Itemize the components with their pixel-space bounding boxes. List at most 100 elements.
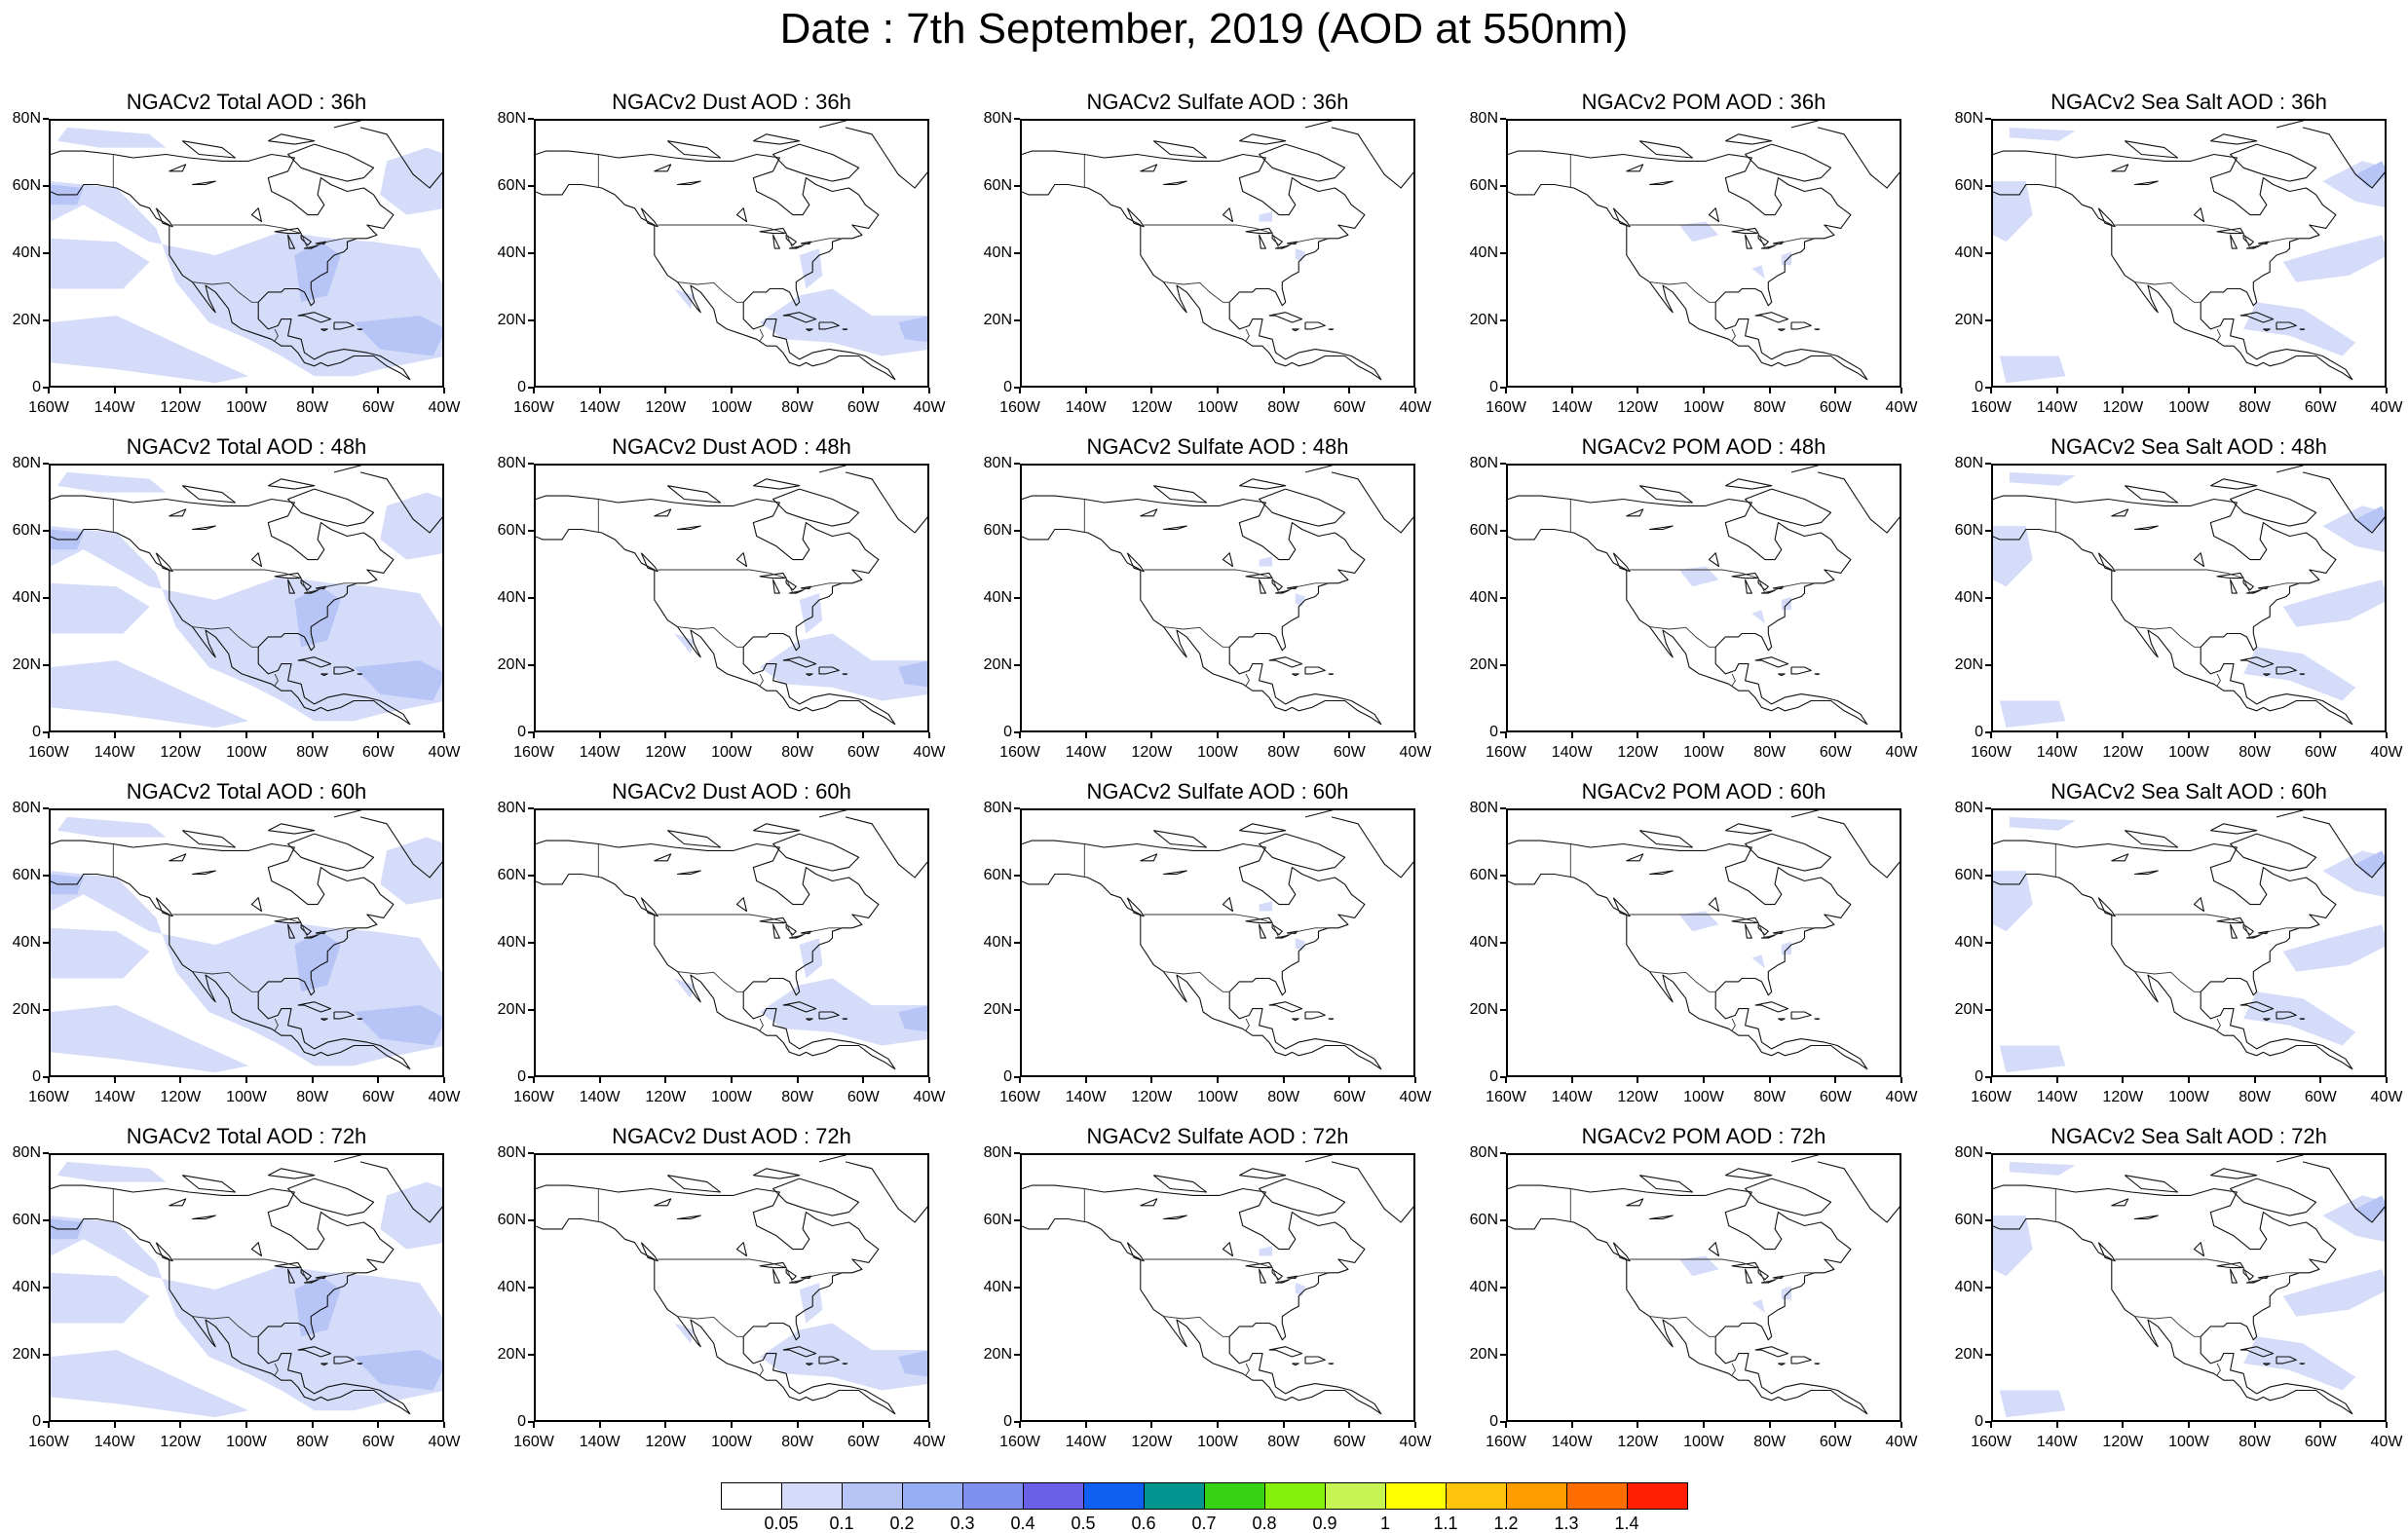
lon-tick-label: 160W xyxy=(513,399,554,416)
aod-contour-fill xyxy=(799,1283,823,1324)
coastline xyxy=(536,840,896,1070)
coastline xyxy=(640,207,658,228)
coastline xyxy=(287,579,295,594)
coastline xyxy=(1152,1175,1208,1193)
lon-tick-mark xyxy=(311,732,314,738)
coastline xyxy=(1745,579,1752,594)
coastline xyxy=(2276,121,2305,129)
lon-tick-mark xyxy=(1084,1077,1087,1083)
coastline xyxy=(320,328,328,332)
coastline xyxy=(300,923,312,936)
lat-tick-mark xyxy=(1500,1009,1506,1011)
coastline xyxy=(1022,1184,1382,1415)
coastline xyxy=(806,1363,813,1366)
lon-tick-label: 160W xyxy=(999,1434,1040,1450)
coastline xyxy=(2263,1018,2271,1022)
coastline xyxy=(181,485,237,504)
lon-tick-mark xyxy=(1834,732,1837,738)
coastline xyxy=(1126,1242,1145,1262)
coastline xyxy=(1612,1242,1631,1262)
lat-tick-label: 80N xyxy=(1469,1144,1498,1161)
lat-tick-label: 60N xyxy=(1469,867,1498,883)
map-svg xyxy=(1022,810,1413,1070)
coastline xyxy=(806,1018,813,1022)
lat-tick-label: 40N xyxy=(983,1279,1012,1295)
lon-tick-mark xyxy=(1768,1077,1771,1083)
coastline xyxy=(818,321,840,330)
coastline xyxy=(297,1001,332,1013)
map-frame xyxy=(49,1153,444,1422)
lon-tick-label: 40W xyxy=(2370,744,2403,761)
legend-label: 0.7 xyxy=(1191,1514,1217,1533)
lon-tick-label: 100W xyxy=(226,1434,267,1450)
lon-tick-mark xyxy=(2055,1422,2058,1428)
coastline xyxy=(320,673,328,677)
lon-tick-mark xyxy=(1505,732,1507,738)
coastline xyxy=(1790,121,1820,129)
map-svg xyxy=(1022,121,1413,381)
coastline xyxy=(287,143,375,182)
coastline xyxy=(1259,1268,1266,1284)
coastline xyxy=(818,1356,840,1365)
lon-tick-mark xyxy=(1505,1422,1507,1428)
lat-tick-mark xyxy=(528,1219,534,1221)
lon-tick-mark xyxy=(2253,388,2256,393)
lon-tick-mark xyxy=(113,732,116,738)
lat-tick-mark xyxy=(1014,807,1020,809)
country-border xyxy=(759,1363,764,1376)
coastline xyxy=(1638,485,1694,504)
legend-label: 1.1 xyxy=(1433,1514,1458,1533)
lat-tick-label: 60N xyxy=(983,522,1012,539)
lat-tick-label: 0 xyxy=(32,1068,41,1085)
country-border xyxy=(1731,1363,1736,1376)
lat-tick-mark xyxy=(528,118,534,120)
lon-tick-mark xyxy=(598,1077,601,1083)
lat-tick-label: 60N xyxy=(983,867,1012,883)
coastline xyxy=(1304,1356,1326,1365)
lon-tick-label: 60W xyxy=(361,399,395,416)
panel-title: NGACv2 Dust AOD : 36h xyxy=(612,90,851,114)
lon-tick-label: 60W xyxy=(2304,1089,2337,1105)
lon-tick-mark xyxy=(1505,1077,1507,1083)
country-border xyxy=(2216,673,2221,687)
coastline xyxy=(1814,673,1821,676)
coastline xyxy=(1790,666,1812,675)
lon-tick-label: 60W xyxy=(361,744,395,761)
lat-tick-label: 80N xyxy=(12,800,41,816)
lat-tick-mark xyxy=(528,664,534,666)
lon-tick-label: 80W xyxy=(1753,399,1787,416)
lon-tick-label: 60W xyxy=(1819,744,1852,761)
lon-tick-label: 40W xyxy=(2370,399,2403,416)
coastline xyxy=(51,840,411,1070)
lon-tick-mark xyxy=(1900,732,1902,738)
coastline xyxy=(1140,1198,1158,1207)
map-frame xyxy=(49,119,444,388)
lat-tick-label: 0 xyxy=(1003,1413,1012,1430)
coastline xyxy=(1259,488,1346,527)
coastline xyxy=(1612,207,1631,228)
lon-tick-label: 80W xyxy=(781,1089,814,1105)
panel-title: NGACv2 Sea Salt AOD : 72h xyxy=(2051,1124,2327,1148)
aod-contour-fill xyxy=(51,181,442,377)
lon-tick-label: 140W xyxy=(94,1089,135,1105)
aod-contour-fill xyxy=(2243,991,2356,1046)
aod-contour-fill xyxy=(1259,901,1273,912)
coastline xyxy=(1508,840,1868,1070)
aod-contour-fill xyxy=(1259,556,1273,567)
coastline xyxy=(51,150,411,381)
lon-tick-mark xyxy=(1019,388,1021,393)
country-border xyxy=(2134,626,2201,648)
coastline xyxy=(155,207,173,228)
lon-tick-label: 60W xyxy=(847,1089,880,1105)
aod-contour-fill xyxy=(799,248,823,289)
coastline xyxy=(782,1346,817,1358)
lon-tick-label: 40W xyxy=(913,399,946,416)
lon-tick-mark xyxy=(311,1077,314,1083)
lon-tick-label: 160W xyxy=(513,1089,554,1105)
aod-contour-fill xyxy=(799,593,823,634)
coastline xyxy=(772,1268,780,1284)
lat-tick-mark xyxy=(1014,118,1020,120)
country-border xyxy=(1245,1018,1250,1031)
coastline xyxy=(2263,673,2271,677)
lat-tick-mark xyxy=(1985,1354,1991,1356)
